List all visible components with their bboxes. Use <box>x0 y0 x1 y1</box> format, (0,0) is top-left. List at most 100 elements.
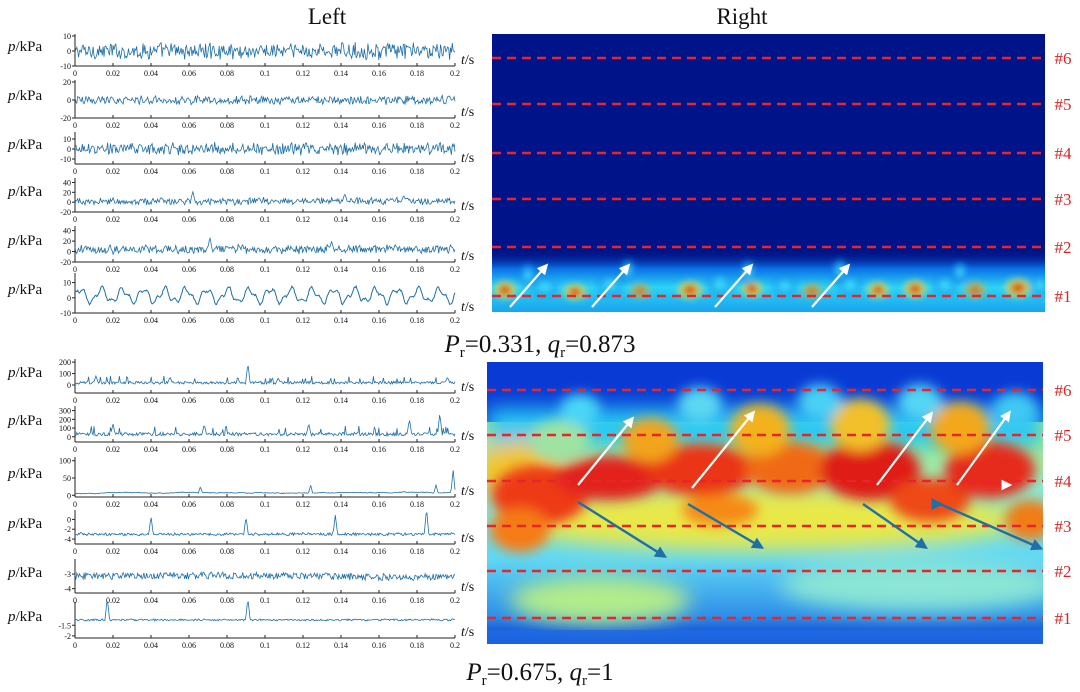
x-tick-label: 0.14 <box>334 121 348 130</box>
y-tick-label: 40 <box>63 178 71 187</box>
y-tick-label: 100 <box>59 424 71 433</box>
y-axis-label: p/kPa <box>7 413 43 429</box>
heatmap-top <box>492 34 1045 312</box>
x-tick-label: 0.18 <box>410 500 424 509</box>
x-tick-label: 0.12 <box>296 396 310 405</box>
x-tick-label: 0.1 <box>260 500 270 509</box>
x-tick-label: 0.08 <box>220 121 234 130</box>
x-tick-label: 0.12 <box>296 445 310 454</box>
y-tick-label: 0 <box>67 47 71 56</box>
x-tick-label: 0.06 <box>182 641 196 650</box>
propagation-arrow-up <box>577 416 635 486</box>
y-label-unit: /kPa <box>16 39 43 55</box>
x-tick-label: 0.16 <box>372 641 386 650</box>
x-tick-label: 0.14 <box>334 167 348 176</box>
y-tick-label: 0 <box>67 96 71 105</box>
x-label-var: t <box>461 625 466 640</box>
x-label-unit: /s <box>465 429 474 444</box>
y-axis-label: p/kPa <box>7 609 43 625</box>
x-label-var: t <box>461 380 466 395</box>
x-tick-label: 0.04 <box>144 500 158 509</box>
x-axis-label: t/s <box>461 484 474 499</box>
x-tick-label: 0.02 <box>106 500 120 509</box>
y-tick-label: 0 <box>67 248 71 257</box>
x-tick-label: 0.08 <box>220 396 234 405</box>
x-tick-label: 0.02 <box>106 596 120 605</box>
x-label-unit: /s <box>465 484 474 499</box>
x-tick-label: 0.06 <box>182 121 196 130</box>
x-label-unit: /s <box>465 625 474 640</box>
x-tick-label: 0.2 <box>450 500 460 509</box>
propagation-arrow-up <box>714 263 754 308</box>
x-tick-label: 0.12 <box>296 596 310 605</box>
x-tick-label: 0.14 <box>334 500 348 509</box>
x-tick-label: 0.12 <box>296 316 310 325</box>
x-label-unit: /s <box>465 380 474 395</box>
x-tick-label: 0.2 <box>450 547 460 556</box>
y-tick-label: 200 <box>59 415 71 424</box>
probe-label-#5: #5 <box>1055 95 1072 114</box>
x-tick-label: 0.02 <box>106 396 120 405</box>
x-tick-label: 0.04 <box>144 265 158 274</box>
x-tick-label: 0.18 <box>410 69 424 78</box>
y-axis-label: p/kPa <box>7 39 43 55</box>
propagation-arrow-down <box>939 502 1043 551</box>
x-tick-label: 0.06 <box>182 445 196 454</box>
y-tick-label: -3 <box>64 570 71 579</box>
x-tick-label: 0.18 <box>410 167 424 176</box>
y-label-unit: /kPa <box>16 184 43 200</box>
probe-label-#3: #3 <box>1055 190 1072 209</box>
x-tick-label: 0.18 <box>410 316 424 325</box>
x-tick-label: 0 <box>73 596 77 605</box>
y-tick-label: 10 <box>63 279 71 288</box>
y-label-unit: /kPa <box>16 609 43 625</box>
x-tick-label: 0.18 <box>410 396 424 405</box>
x-tick-label: 0.06 <box>182 167 196 176</box>
x-label-unit: /s <box>465 151 474 166</box>
x-tick-label: 0.08 <box>220 69 234 78</box>
x-tick-label: 0 <box>73 445 77 454</box>
y-tick-label: 20 <box>63 188 71 197</box>
x-label-unit: /s <box>465 300 474 315</box>
series-line-#5 <box>74 415 456 438</box>
x-tick-label: 0.02 <box>106 265 120 274</box>
y-tick-label: -1.5 <box>58 621 71 630</box>
series-line-#4 <box>74 141 456 156</box>
probe-label-#4: #4 <box>1055 472 1073 491</box>
x-tick-label: 0.2 <box>450 265 460 274</box>
x-tick-label: 0.16 <box>372 396 386 405</box>
x-tick-label: 0 <box>73 265 77 274</box>
x-tick-label: 0.04 <box>144 547 158 556</box>
x-tick-label: 0.12 <box>296 121 310 130</box>
y-label-unit: /kPa <box>16 516 43 532</box>
x-tick-label: 0.2 <box>450 316 460 325</box>
x-tick-label: 0.04 <box>144 167 158 176</box>
x-tick-label: 0.12 <box>296 167 310 176</box>
series-line-#5 <box>74 94 456 106</box>
y-axis-label: p/kPa <box>7 233 43 249</box>
y-tick-label: 100 <box>59 457 71 466</box>
x-tick-label: 0.02 <box>106 167 120 176</box>
x-tick-label: 0.08 <box>220 265 234 274</box>
y-axis-label: p/kPa <box>7 516 43 532</box>
x-tick-label: 0.1 <box>260 641 270 650</box>
x-label-unit: /s <box>465 53 474 68</box>
y-tick-label: 300 <box>59 407 71 416</box>
x-axis-label: t/s <box>461 249 474 264</box>
x-tick-label: 0.2 <box>450 641 460 650</box>
x-axis-label: t/s <box>461 151 474 166</box>
propagation-arrow-up <box>811 263 851 308</box>
probe-label-#2: #2 <box>1055 238 1072 257</box>
y-tick-label: -20 <box>60 208 71 217</box>
x-tick-label: 0 <box>73 500 77 509</box>
x-tick-label: 0.16 <box>372 265 386 274</box>
y-label-var: p <box>7 233 16 249</box>
y-axis-label: p/kPa <box>7 565 43 581</box>
x-tick-label: 0.14 <box>334 316 348 325</box>
probe-label-#6: #6 <box>1055 381 1072 400</box>
y-tick-label: 0 <box>67 515 71 524</box>
y-tick-label: 0 <box>67 198 71 207</box>
